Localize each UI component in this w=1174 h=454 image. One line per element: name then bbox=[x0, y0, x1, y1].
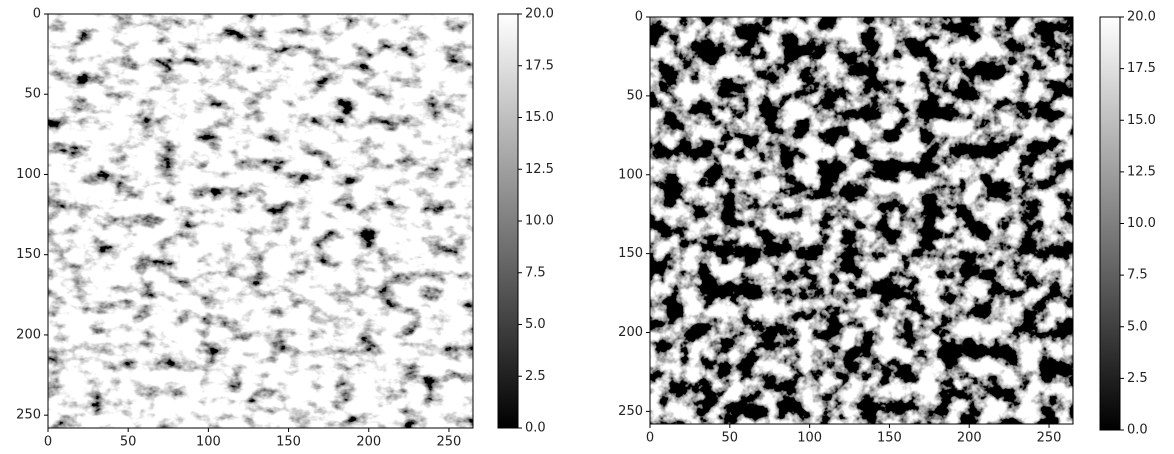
x-tick-label: 50 bbox=[120, 435, 137, 450]
colorbar-tick-label: 20.0 bbox=[525, 7, 554, 22]
colorbar-tick-label: 5.0 bbox=[1127, 319, 1148, 334]
image bbox=[650, 17, 1073, 424]
colorbar-tick-label: 5.0 bbox=[525, 317, 546, 332]
colorbar-tick-label: 17.5 bbox=[525, 58, 554, 73]
colorbar bbox=[498, 14, 518, 428]
x-tick-label: 200 bbox=[356, 435, 381, 450]
x-tick-label: 100 bbox=[797, 431, 822, 446]
y-tick-label: 0 bbox=[33, 7, 41, 22]
x-tick-label: 200 bbox=[957, 431, 982, 446]
colorbar-tick-label: 12.5 bbox=[525, 162, 554, 177]
colorbar-tick-label: 20.0 bbox=[1127, 10, 1156, 25]
x-tick-label: 250 bbox=[437, 435, 462, 450]
colorbar-tick-label: 7.5 bbox=[525, 265, 546, 280]
colorbar-tick-label: 2.5 bbox=[525, 369, 546, 384]
colorbar-tick-label: 15.0 bbox=[1127, 113, 1156, 128]
y-tick-label: 0 bbox=[635, 10, 643, 25]
axes-frame bbox=[649, 16, 1074, 425]
y-tick-label: 200 bbox=[618, 325, 643, 340]
y-tick-label: 200 bbox=[16, 327, 41, 342]
y-tick-label: 100 bbox=[16, 167, 41, 182]
x-tick-label: 250 bbox=[1037, 431, 1062, 446]
colorbar-tick-label: 2.5 bbox=[1127, 371, 1148, 386]
colorbar-tick-label: 7.5 bbox=[1127, 268, 1148, 283]
y-tick-label: 150 bbox=[618, 246, 643, 261]
y-tick-label: 100 bbox=[618, 167, 643, 182]
colorbar-tick-label: 10.0 bbox=[525, 214, 554, 229]
x-tick-label: 0 bbox=[44, 435, 52, 450]
x-tick-label: 0 bbox=[646, 431, 654, 446]
x-tick-label: 150 bbox=[276, 435, 301, 450]
axes-frame bbox=[47, 13, 474, 429]
colorbar-tick-label: 0.0 bbox=[1127, 423, 1148, 438]
x-tick-label: 150 bbox=[877, 431, 902, 446]
y-tick-label: 250 bbox=[16, 408, 41, 423]
y-tick-label: 50 bbox=[24, 87, 41, 102]
colorbar-tick-label: 17.5 bbox=[1127, 61, 1156, 76]
colorbar-tick-label: 12.5 bbox=[1127, 164, 1156, 179]
x-tick-label: 100 bbox=[196, 435, 221, 450]
y-tick-label: 50 bbox=[626, 88, 643, 103]
x-tick-label: 50 bbox=[722, 431, 739, 446]
colorbar-tick-label: 10.0 bbox=[1127, 216, 1156, 231]
colorbar-tick-label: 15.0 bbox=[525, 110, 554, 125]
colorbar-tick-label: 0.0 bbox=[525, 421, 546, 436]
colorbar bbox=[1100, 17, 1120, 430]
image bbox=[48, 14, 473, 428]
y-tick-label: 150 bbox=[16, 247, 41, 262]
y-tick-label: 250 bbox=[618, 404, 643, 419]
